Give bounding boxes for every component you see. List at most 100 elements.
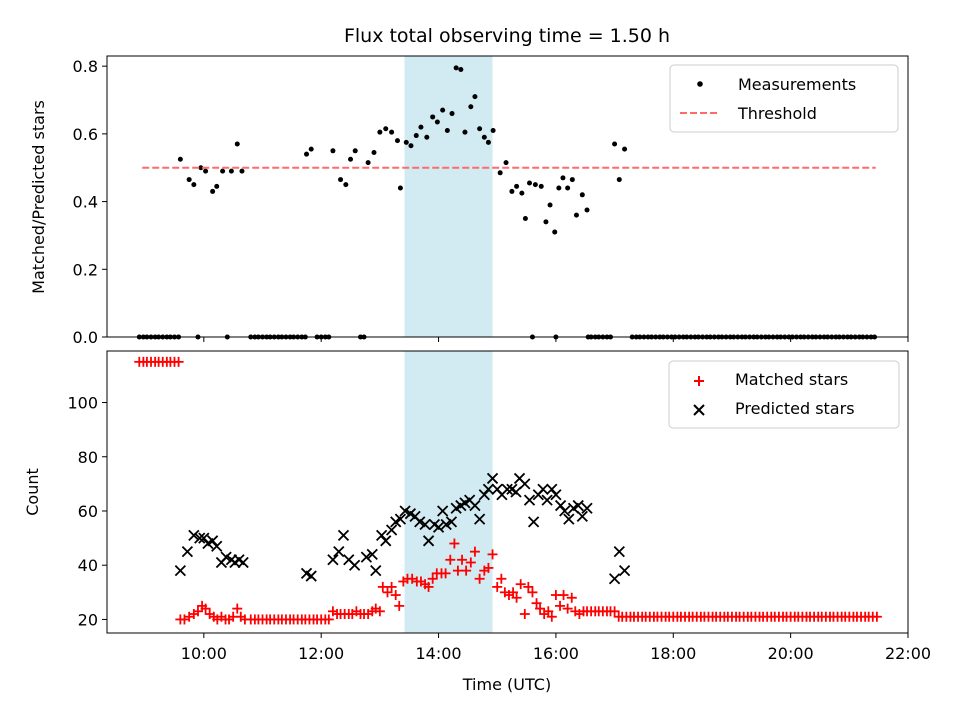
- predicted-star-point: [360, 551, 373, 563]
- measurement-point: [543, 219, 549, 225]
- predicted-star-point: [482, 483, 495, 495]
- predicted-star-point: [510, 486, 522, 498]
- predicted-star-point: [399, 505, 411, 517]
- predicted-star-point: [613, 546, 625, 558]
- matched-star-point: [566, 592, 577, 603]
- measurement-point: [472, 94, 478, 100]
- predicted-star-point: [419, 518, 431, 531]
- measurements-legend-label: Measurements: [738, 75, 856, 94]
- predicted-star-point: [198, 532, 210, 544]
- matched-star-point: [474, 573, 485, 584]
- measurement-point: [383, 126, 389, 132]
- measurement-point: [394, 138, 400, 144]
- predicted-star-point: [576, 510, 588, 523]
- matched-legend-label: Matched stars: [735, 370, 848, 389]
- ratio-y-axis: 0.0 0.2 0.4 0.6 0.8: [73, 57, 107, 347]
- predicted-star-point: [380, 535, 392, 547]
- x-tick-label: 14:00: [415, 644, 461, 663]
- predicted-star-point: [370, 564, 382, 577]
- measurement-point: [527, 180, 533, 186]
- predicted-star-point: [618, 564, 631, 577]
- matched-star-point: [546, 611, 557, 622]
- predicted-star-point: [414, 516, 426, 528]
- measurement-point: [490, 127, 496, 133]
- predicted-star-point: [305, 570, 317, 582]
- predicted-star-point: [194, 532, 206, 544]
- count-plot-area: [134, 356, 882, 625]
- measurement-point: [198, 165, 204, 171]
- matched-star-point: [555, 600, 566, 611]
- measurement-point: [397, 185, 403, 191]
- measurement-point: [584, 207, 590, 213]
- measurement-point: [348, 156, 354, 162]
- measurement-point: [477, 126, 483, 132]
- measurement-point: [532, 182, 538, 188]
- measurement-point: [552, 229, 558, 235]
- measurement-point: [203, 168, 209, 174]
- count-y-axis-label: Count: [23, 468, 42, 516]
- predicted-star-point: [608, 573, 621, 585]
- matched-star-point: [511, 592, 522, 603]
- measurement-point: [403, 139, 409, 145]
- measurement-point: [177, 156, 183, 162]
- predicted-star-point: [366, 548, 378, 561]
- count-y-tick-label: 100: [67, 394, 98, 413]
- predicted-star-point: [422, 535, 435, 547]
- predicted-star-point: [523, 494, 536, 506]
- measurement-point: [622, 146, 628, 152]
- count-y-tick-label: 20: [78, 610, 98, 629]
- x-axis-label: Time (UTC): [462, 675, 551, 694]
- ratio-y-tick-label: 0.8: [73, 57, 98, 76]
- matched-star-point: [496, 573, 507, 584]
- x-tick-label: 10:00: [181, 644, 227, 663]
- measurement-point: [497, 170, 503, 176]
- measurement-point: [560, 175, 566, 181]
- predicted-star-point: [220, 551, 232, 563]
- measurement-point: [408, 143, 414, 149]
- matched-star-point: [382, 587, 393, 598]
- measurement-point: [352, 148, 358, 154]
- predicted-star-point: [237, 556, 249, 569]
- ratio-y-axis-label: Matched/Predicted stars: [29, 100, 48, 294]
- matched-star-point: [192, 606, 203, 617]
- predicted-star-point: [469, 499, 481, 512]
- matched-star-point: [200, 603, 211, 614]
- predicted-star-point: [206, 535, 219, 547]
- measurement-point: [573, 212, 579, 218]
- predicted-star-point: [527, 516, 540, 528]
- predicted-star-point: [445, 516, 458, 528]
- matched-star-point: [523, 581, 534, 592]
- predicted-star-point: [541, 494, 553, 506]
- count-y-axis: 20 40 60 80 100: [67, 394, 107, 629]
- matched-star-point: [543, 606, 554, 617]
- predicted-star-point: [375, 529, 388, 542]
- matched-star-point: [440, 568, 451, 579]
- measurement-point: [413, 133, 419, 139]
- matched-star-point: [609, 606, 620, 617]
- measurement-point: [228, 168, 234, 174]
- measurement-point: [214, 183, 220, 189]
- predicted-star-point: [559, 505, 571, 517]
- matched-star-point: [232, 603, 243, 614]
- count-legend-box: [668, 360, 900, 429]
- predicted-star-point: [437, 505, 449, 517]
- ratio-legend-box: [669, 64, 899, 133]
- matched-star-point: [427, 573, 438, 584]
- predicted-star-point: [333, 546, 345, 558]
- matched-star-point: [515, 579, 526, 590]
- measurement-point: [462, 129, 468, 135]
- matched-star-point: [527, 587, 538, 598]
- measurement-point: [234, 141, 240, 147]
- matched-star-point: [558, 590, 569, 601]
- measurement-point: [444, 127, 450, 133]
- measurement-point: [371, 149, 377, 155]
- ratio-y-tick-label: 0.4: [73, 193, 98, 212]
- predicted-star-point: [188, 529, 200, 542]
- measurement-point: [612, 141, 618, 147]
- count-panel: 20 40 60 80 100 10:00 12:00 14:00 16:00 18:00 20:…: [23, 350, 931, 694]
- x-tick-label: 16:00: [533, 644, 579, 663]
- measurement-point: [514, 183, 520, 189]
- measurement-point: [547, 202, 553, 208]
- count-y-tick-label: 40: [78, 556, 98, 575]
